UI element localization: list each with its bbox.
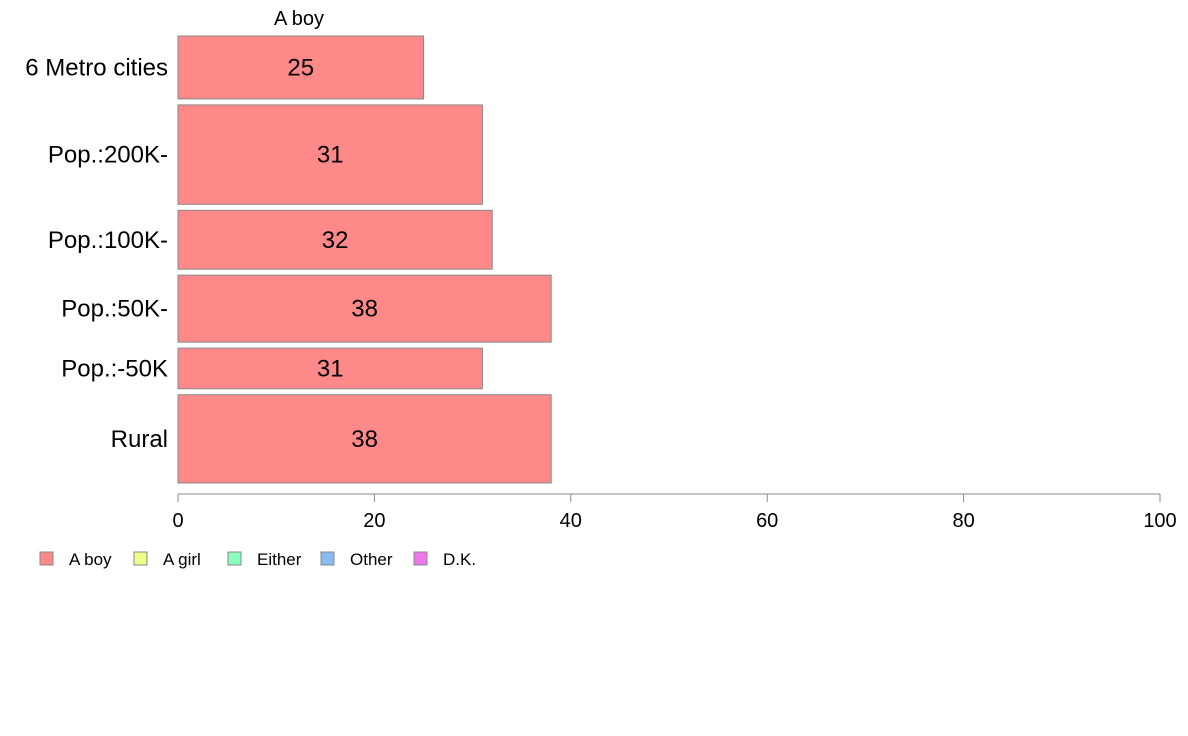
x-tick-label: 80	[952, 510, 974, 532]
category-label: Pop.:100K-	[48, 227, 168, 254]
category-label: Rural	[111, 426, 168, 453]
legend-label: D.K.	[443, 550, 476, 569]
bars-group: 25 31 32 38 31 38	[177, 35, 552, 484]
category-labels: 6 Metro cities Pop.:200K- Pop.:100K- Pop.:5…	[25, 54, 168, 452]
legend-swatch	[39, 551, 54, 566]
category-label: Pop.:-50K	[61, 355, 168, 382]
legend-swatch	[133, 551, 148, 566]
legend-swatch	[227, 551, 242, 566]
bar-1	[177, 35, 424, 100]
bar-value-label: 25	[287, 54, 314, 81]
bar-value-label: 38	[351, 426, 378, 453]
x-tick-label: 20	[363, 510, 385, 532]
category-label: Pop.:200K-	[48, 142, 168, 169]
series-title: A boy	[274, 8, 324, 30]
x-tick-label: 0	[172, 510, 183, 532]
x-tick-label: 100	[1143, 510, 1176, 532]
bar-value-label: 38	[351, 296, 378, 323]
x-axis: 0 20 40 60 80 100	[172, 493, 1177, 532]
legend: A boy A girl Either Other D.K.	[39, 550, 476, 569]
bar-5	[177, 347, 483, 390]
x-tick-label: 40	[560, 510, 582, 532]
legend-label: Other	[350, 550, 393, 569]
bar-2	[177, 104, 483, 205]
legend-label: A girl	[163, 550, 201, 569]
bar-value-label: 32	[322, 227, 349, 254]
legend-swatch	[413, 551, 428, 566]
category-label: Pop.:50K-	[61, 296, 168, 323]
bar-3	[177, 209, 493, 270]
category-label: 6 Metro cities	[25, 54, 168, 81]
legend-label: Either	[257, 550, 302, 569]
legend-swatch	[320, 551, 335, 566]
legend-label: A boy	[69, 550, 112, 569]
bar-6	[177, 394, 552, 484]
bar-value-label: 31	[317, 142, 344, 169]
bar-4	[177, 274, 552, 343]
x-tick-label: 60	[756, 510, 778, 532]
bar-value-label: 31	[317, 355, 344, 382]
